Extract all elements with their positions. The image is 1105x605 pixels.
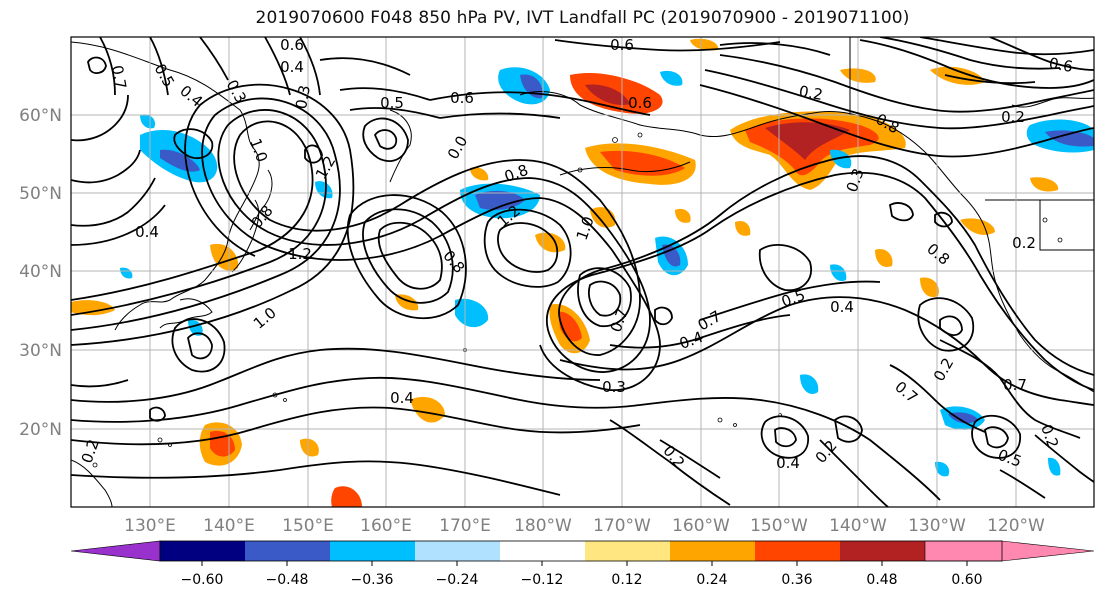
contour-label: 0.4 — [830, 298, 854, 316]
lat-label: 60°N — [19, 106, 62, 126]
coastlines — [71, 37, 1094, 507]
latitude-labels: 60°N 50°N 40°N 30°N 20°N — [19, 106, 62, 440]
contour-label: 0.7 — [108, 64, 130, 91]
map-title: 2019070600 F048 850 hPa PV, IVT Landfall… — [255, 8, 910, 28]
contour-label: 0.7 — [1003, 376, 1027, 394]
colorbar-segment-4 — [415, 541, 500, 561]
contour-label: 1.2 — [288, 245, 312, 263]
contour-label: 0.3 — [602, 378, 626, 396]
lon-label: 170°E — [439, 516, 491, 536]
lon-label: 150°E — [282, 516, 334, 536]
contour-label: 0.3 — [292, 84, 314, 111]
contour-label: 0.5 — [380, 94, 404, 112]
colorbar-tick-label: −0.24 — [436, 572, 479, 588]
lon-label: 170°W — [593, 516, 651, 536]
contour-label: 0.4 — [776, 454, 800, 472]
lat-label: 40°N — [19, 262, 62, 282]
colorbar-segment-6 — [585, 541, 670, 561]
longitude-labels: 130°E 140°E 150°E 160°E 170°E 180°W 170°… — [124, 516, 1045, 536]
lon-label: 140°E — [203, 516, 255, 536]
colorbar-tick-label: −0.60 — [181, 572, 224, 588]
lat-label: 30°N — [19, 341, 62, 361]
colorbar-ticks — [201, 561, 968, 566]
colorbar-tick-label: 0.48 — [866, 572, 897, 588]
colorbar-outline — [159, 540, 1003, 562]
contour-label: 0.6 — [450, 89, 474, 107]
lon-label: 130°W — [908, 516, 966, 536]
map-frame — [70, 36, 1095, 508]
colorbar: −0.60 −0.48 −0.36 −0.24 −0.12 0.12 0.24 … — [70, 540, 1095, 588]
contour-label: 0.6 — [610, 36, 634, 54]
contour-labels: 0.6 0.6 0.4 0.7 0.5 0.4 0.3 0.3 0.5 0.6 … — [78, 36, 1075, 472]
lat-label: 20°N — [19, 420, 62, 440]
colorbar-segment-5 — [500, 541, 585, 561]
lon-label: 130°E — [124, 516, 176, 536]
colorbar-tick-labels: −0.60 −0.48 −0.36 −0.24 −0.12 0.12 0.24 … — [181, 572, 983, 588]
contour-label: 0.6 — [628, 94, 652, 112]
colorbar-tick-label: −0.12 — [521, 572, 564, 588]
lat-label: 50°N — [19, 184, 62, 204]
colorbar-tick-label: 0.12 — [611, 572, 642, 588]
colorbar-segment-0 — [70, 540, 161, 562]
colorbar-tick-label: −0.36 — [351, 572, 394, 588]
colorbar-segment-8 — [755, 541, 840, 561]
lon-label: 160°E — [360, 516, 412, 536]
colorbar-segment-2 — [245, 541, 330, 561]
ivt-contours — [71, 37, 1094, 507]
lon-label: 160°W — [672, 516, 730, 536]
contour-label: 0.2 — [1001, 108, 1025, 126]
contour-label: 0.6 — [1048, 54, 1075, 76]
contour-label: 0.4 — [390, 389, 414, 407]
lon-label: 180°W — [514, 516, 572, 536]
contour-label: 0.2 — [1012, 234, 1036, 252]
colorbar-segment-1 — [160, 541, 245, 561]
colorbar-tick-label: −0.48 — [266, 572, 309, 588]
lon-label: 150°W — [750, 516, 808, 536]
contour-label: 0.4 — [280, 58, 304, 76]
contour-label: 0.4 — [135, 223, 159, 241]
colorbar-tick-label: 0.24 — [696, 572, 727, 588]
colorbar-segment-7 — [670, 541, 755, 561]
contour-label: 0.2 — [798, 82, 825, 104]
lon-label: 140°W — [829, 516, 887, 536]
colorbar-segment-10 — [924, 540, 1095, 562]
lon-label: 120°W — [987, 516, 1045, 536]
contour-label: 0.6 — [280, 36, 304, 54]
colorbar-segment-9 — [840, 541, 925, 561]
colorbar-tick-label: 0.36 — [781, 572, 812, 588]
colorbar-segment-3 — [330, 541, 415, 561]
colorbar-tick-label: 0.60 — [951, 572, 982, 588]
